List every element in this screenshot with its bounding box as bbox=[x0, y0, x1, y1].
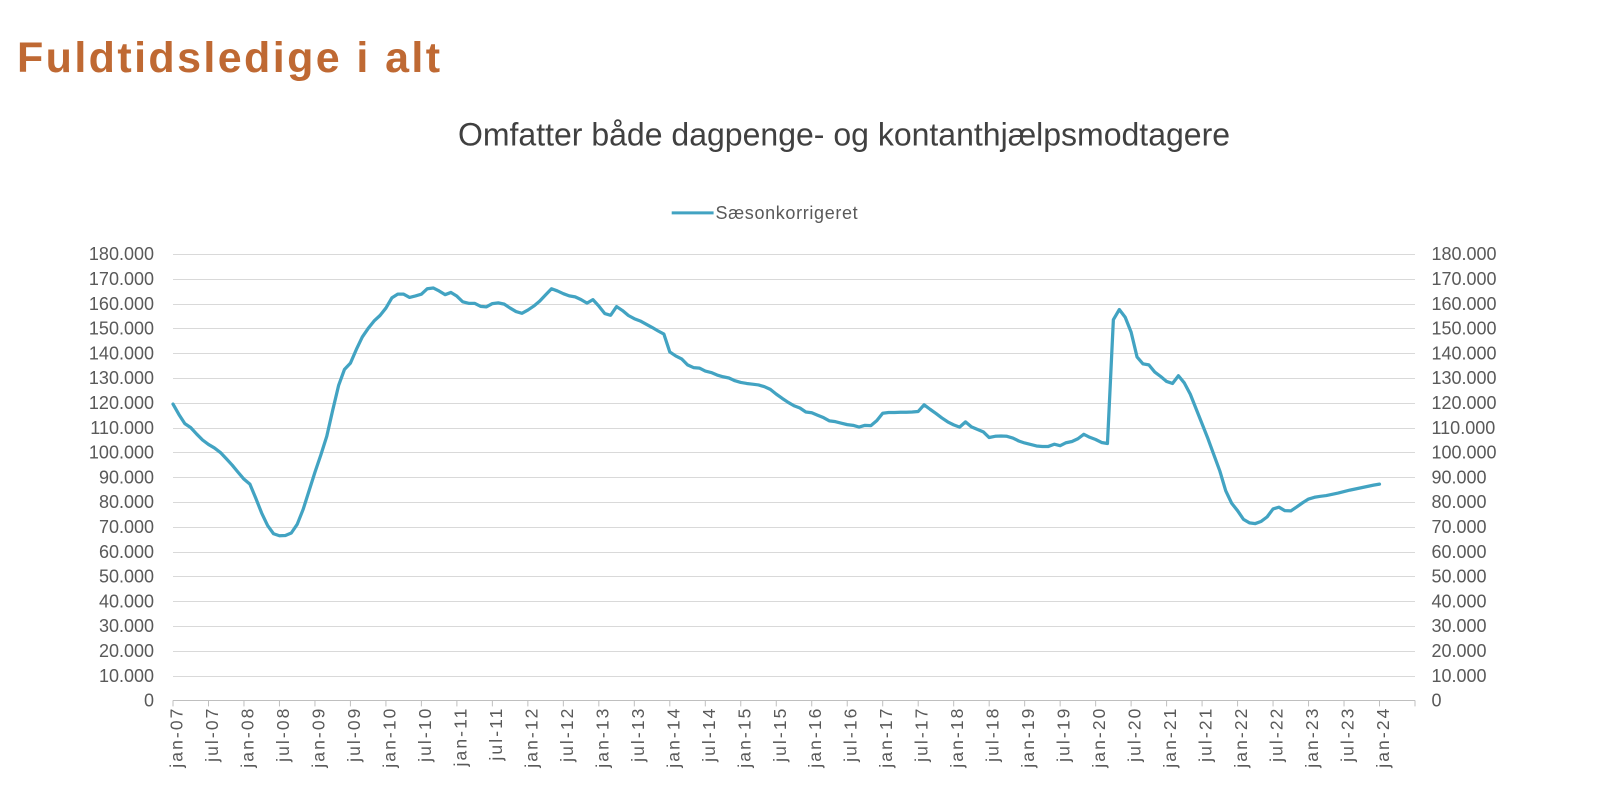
svg-text:120.000: 120.000 bbox=[89, 393, 154, 413]
svg-text:150.000: 150.000 bbox=[89, 319, 154, 339]
svg-text:100.000: 100.000 bbox=[1432, 443, 1497, 463]
svg-text:jan-24: jan-24 bbox=[1373, 707, 1393, 769]
svg-text:jul-18: jul-18 bbox=[983, 706, 1003, 762]
svg-text:jul-16: jul-16 bbox=[841, 707, 861, 763]
svg-text:20.000: 20.000 bbox=[1432, 641, 1487, 661]
svg-text:30.000: 30.000 bbox=[1432, 616, 1487, 636]
svg-text:jul-13: jul-13 bbox=[628, 707, 648, 763]
svg-text:jul-09: jul-09 bbox=[344, 707, 364, 763]
svg-text:jul-15: jul-15 bbox=[770, 707, 790, 763]
svg-text:140.000: 140.000 bbox=[89, 343, 154, 363]
svg-text:jan-19: jan-19 bbox=[1018, 707, 1038, 769]
svg-text:jul-19: jul-19 bbox=[1054, 707, 1074, 763]
svg-text:jul-20: jul-20 bbox=[1125, 707, 1145, 763]
svg-text:120.000: 120.000 bbox=[1432, 393, 1497, 413]
svg-text:jul-14: jul-14 bbox=[699, 707, 719, 763]
svg-text:jan-21: jan-21 bbox=[1160, 707, 1180, 769]
svg-text:40.000: 40.000 bbox=[1432, 591, 1487, 611]
svg-text:110.000: 110.000 bbox=[1432, 418, 1496, 438]
svg-text:Fuldtidsledige i alt: Fuldtidsledige i alt bbox=[17, 34, 442, 82]
svg-text:70.000: 70.000 bbox=[1432, 517, 1487, 537]
svg-text:jan-18: jan-18 bbox=[947, 706, 967, 768]
svg-text:jul-23: jul-23 bbox=[1338, 707, 1358, 763]
svg-text:20.000: 20.000 bbox=[99, 641, 154, 661]
svg-text:jan-14: jan-14 bbox=[663, 707, 683, 769]
svg-text:30.000: 30.000 bbox=[99, 616, 154, 636]
svg-text:jan-10: jan-10 bbox=[379, 707, 399, 769]
svg-text:130.000: 130.000 bbox=[89, 368, 154, 388]
svg-text:40.000: 40.000 bbox=[99, 591, 154, 611]
svg-text:160.000: 160.000 bbox=[1432, 294, 1497, 314]
svg-text:Sæsonkorrigeret: Sæsonkorrigeret bbox=[716, 203, 859, 223]
svg-text:80.000: 80.000 bbox=[99, 492, 154, 512]
svg-text:0: 0 bbox=[144, 691, 154, 711]
svg-text:jan-17: jan-17 bbox=[876, 707, 896, 769]
svg-text:jul-10: jul-10 bbox=[415, 707, 435, 763]
svg-text:70.000: 70.000 bbox=[99, 517, 154, 537]
svg-text:80.000: 80.000 bbox=[1432, 492, 1487, 512]
svg-text:jan-09: jan-09 bbox=[308, 707, 328, 769]
svg-text:jan-16: jan-16 bbox=[805, 707, 825, 769]
svg-text:jul-12: jul-12 bbox=[557, 707, 577, 763]
svg-text:10.000: 10.000 bbox=[1432, 666, 1487, 686]
svg-text:jan-11: jan-11 bbox=[450, 707, 470, 768]
svg-text:jul-11: jul-11 bbox=[486, 707, 506, 762]
svg-text:130.000: 130.000 bbox=[1432, 368, 1497, 388]
svg-text:0: 0 bbox=[1432, 691, 1442, 711]
svg-text:100.000: 100.000 bbox=[89, 443, 154, 463]
svg-text:jan-13: jan-13 bbox=[592, 707, 612, 769]
svg-text:jan-07: jan-07 bbox=[167, 707, 187, 769]
svg-text:150.000: 150.000 bbox=[1432, 319, 1497, 339]
svg-text:50.000: 50.000 bbox=[1432, 567, 1487, 587]
svg-text:10.000: 10.000 bbox=[99, 666, 154, 686]
svg-text:110.000: 110.000 bbox=[90, 418, 154, 438]
svg-text:jan-08: jan-08 bbox=[237, 707, 257, 769]
svg-text:180.000: 180.000 bbox=[1432, 244, 1497, 264]
svg-text:180.000: 180.000 bbox=[89, 244, 154, 264]
svg-text:170.000: 170.000 bbox=[1432, 269, 1497, 289]
svg-text:90.000: 90.000 bbox=[99, 467, 154, 487]
svg-text:160.000: 160.000 bbox=[89, 294, 154, 314]
svg-text:jul-07: jul-07 bbox=[202, 707, 222, 763]
svg-text:jan-23: jan-23 bbox=[1302, 707, 1322, 769]
svg-text:jan-20: jan-20 bbox=[1089, 707, 1109, 769]
svg-text:jul-21: jul-21 bbox=[1196, 707, 1216, 763]
svg-text:170.000: 170.000 bbox=[89, 269, 154, 289]
svg-text:jan-15: jan-15 bbox=[734, 707, 754, 769]
svg-text:60.000: 60.000 bbox=[99, 542, 154, 562]
svg-text:jul-22: jul-22 bbox=[1267, 707, 1287, 763]
svg-text:jul-08: jul-08 bbox=[273, 707, 293, 763]
svg-text:90.000: 90.000 bbox=[1432, 467, 1487, 487]
svg-text:jul-17: jul-17 bbox=[912, 707, 932, 763]
svg-text:60.000: 60.000 bbox=[1432, 542, 1487, 562]
svg-text:Omfatter både dagpenge- og kon: Omfatter både dagpenge- og kontanthjælps… bbox=[458, 117, 1230, 153]
svg-text:jan-22: jan-22 bbox=[1231, 707, 1251, 769]
svg-text:jan-12: jan-12 bbox=[521, 707, 541, 769]
svg-text:140.000: 140.000 bbox=[1432, 343, 1497, 363]
svg-text:50.000: 50.000 bbox=[99, 567, 154, 587]
